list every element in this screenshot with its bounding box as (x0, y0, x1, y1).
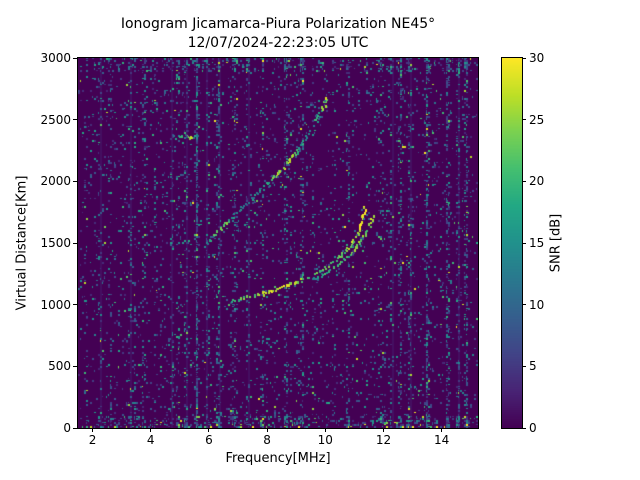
x-tick-label: 6 (205, 433, 213, 447)
plot-area (77, 57, 479, 429)
x-tick-label: 10 (317, 433, 333, 447)
colorbar (501, 57, 523, 429)
colorbar-tick-label: 15 (529, 236, 545, 250)
colorbar-tick-mark (522, 427, 526, 429)
colorbar-tick-label: 30 (529, 51, 545, 65)
x-tick-mark (441, 428, 443, 432)
y-tick-mark (73, 304, 77, 306)
y-tick-mark (73, 180, 77, 182)
y-tick-label: 2500 (40, 112, 71, 127)
x-tick-mark (266, 428, 268, 432)
colorbar-tick-label: 5 (529, 359, 537, 374)
y-tick-mark (73, 57, 77, 59)
x-tick-mark (150, 428, 152, 432)
x-tick-label: 4 (146, 433, 155, 447)
colorbar-gradient-canvas (502, 58, 522, 428)
colorbar-tick-label: 25 (529, 112, 545, 127)
chart-subtitle-datetime: 12/07/2024-22:23:05 UTC (187, 35, 369, 51)
colorbar-tick-mark (522, 242, 526, 244)
y-tick-label: 0 (63, 421, 71, 435)
y-tick-label: 1500 (40, 236, 71, 250)
y-tick-label: 500 (48, 359, 71, 374)
x-tick-mark (382, 428, 384, 432)
colorbar-tick-mark (522, 57, 526, 59)
colorbar-tick-label: 20 (529, 174, 545, 189)
y-tick-label: 1000 (40, 297, 71, 312)
x-tick-mark (208, 428, 210, 432)
y-tick-mark (73, 242, 77, 244)
x-tick-mark (324, 428, 326, 432)
x-axis-label: Frequency[MHz] (225, 451, 331, 466)
colorbar-tick-label: 0 (529, 421, 537, 435)
x-tick-label: 14 (433, 433, 450, 447)
colorbar-tick-mark (522, 365, 526, 367)
colorbar-tick-label: 10 (529, 297, 545, 312)
y-tick-label: 3000 (40, 51, 71, 65)
colorbar-tick-mark (522, 304, 526, 306)
y-axis-label: Virtual Distance[Km] (14, 175, 30, 311)
y-tick-mark (73, 427, 77, 429)
colorbar-tick-mark (522, 119, 526, 121)
y-tick-mark (73, 119, 77, 121)
x-tick-label: 12 (375, 433, 392, 447)
chart-title: Ionogram Jicamarca-Piura Polarization NE… (120, 16, 436, 32)
x-tick-label: 2 (88, 433, 97, 447)
x-tick-mark (92, 428, 94, 432)
x-tick-label: 8 (263, 433, 271, 447)
ionogram-heatmap-canvas (78, 58, 478, 428)
y-tick-mark (73, 365, 77, 367)
colorbar-tick-mark (522, 180, 526, 182)
y-tick-label: 2000 (40, 174, 71, 189)
